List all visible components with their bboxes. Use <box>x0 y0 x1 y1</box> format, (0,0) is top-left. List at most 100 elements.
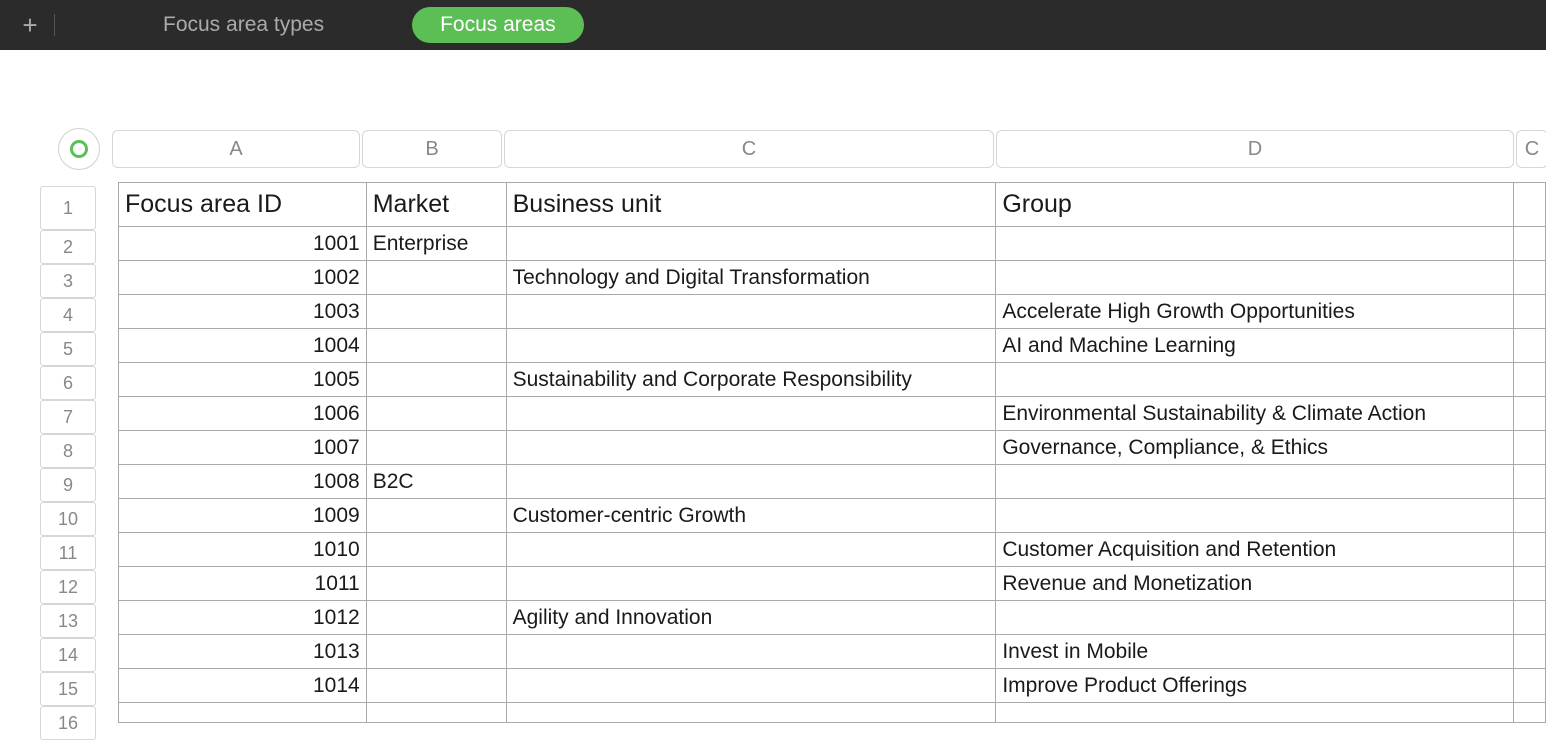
row-header-14[interactable]: 14 <box>40 638 96 672</box>
cell-business-unit[interactable] <box>506 669 996 703</box>
cell-market[interactable] <box>366 363 506 397</box>
cell-business-unit[interactable] <box>506 431 996 465</box>
cell-overflow[interactable] <box>1514 329 1546 363</box>
select-all-corner[interactable] <box>58 128 100 170</box>
cell-id[interactable]: 1009 <box>119 499 367 533</box>
cell-business-unit[interactable] <box>506 465 996 499</box>
row-header-6[interactable]: 6 <box>40 366 96 400</box>
tab-focus-area-types[interactable]: Focus area types <box>135 7 352 43</box>
cell-id[interactable]: 1013 <box>119 635 367 669</box>
cell-market[interactable] <box>366 567 506 601</box>
cell-group[interactable] <box>996 499 1514 533</box>
cell-empty[interactable] <box>1514 703 1546 723</box>
row-header-9[interactable]: 9 <box>40 468 96 502</box>
cell-overflow[interactable] <box>1514 533 1546 567</box>
cell-group[interactable]: Invest in Mobile <box>996 635 1514 669</box>
column-header-a[interactable]: A <box>112 130 360 168</box>
row-header-15[interactable]: 15 <box>40 672 96 706</box>
cell-market[interactable] <box>366 397 506 431</box>
cell-business-unit[interactable] <box>506 329 996 363</box>
cell-empty[interactable] <box>119 703 367 723</box>
cell-group[interactable]: Improve Product Offerings <box>996 669 1514 703</box>
cell-business-unit[interactable] <box>506 295 996 329</box>
row-header-11[interactable]: 11 <box>40 536 96 570</box>
cell-business-unit[interactable] <box>506 397 996 431</box>
cell-group[interactable] <box>996 261 1514 295</box>
cell-business-unit[interactable] <box>506 227 996 261</box>
col-header-group[interactable]: Group <box>996 183 1514 227</box>
row-header-12[interactable]: 12 <box>40 570 96 604</box>
cell-overflow[interactable] <box>1514 397 1546 431</box>
cell-id[interactable]: 1010 <box>119 533 367 567</box>
cell-id[interactable]: 1007 <box>119 431 367 465</box>
row-header-4[interactable]: 4 <box>40 298 96 332</box>
cell-overflow[interactable] <box>1514 601 1546 635</box>
cell-id[interactable]: 1006 <box>119 397 367 431</box>
row-header-7[interactable]: 7 <box>40 400 96 434</box>
column-header-c[interactable]: C <box>1516 130 1546 168</box>
cell-group[interactable] <box>996 227 1514 261</box>
cell-id[interactable]: 1002 <box>119 261 367 295</box>
cell-business-unit[interactable]: Technology and Digital Transformation <box>506 261 996 295</box>
cell-empty[interactable] <box>996 703 1514 723</box>
cell-group[interactable]: Revenue and Monetization <box>996 567 1514 601</box>
row-header-3[interactable]: 3 <box>40 264 96 298</box>
spreadsheet-grid[interactable]: Focus area ID Market Business unit Group… <box>118 182 1546 723</box>
cell-group[interactable]: AI and Machine Learning <box>996 329 1514 363</box>
cell-id[interactable]: 1003 <box>119 295 367 329</box>
cell-id[interactable]: 1011 <box>119 567 367 601</box>
cell-market[interactable] <box>366 329 506 363</box>
cell-group[interactable]: Environmental Sustainability & Climate A… <box>996 397 1514 431</box>
cell-id[interactable]: 1005 <box>119 363 367 397</box>
col-header-focus-area-id[interactable]: Focus area ID <box>119 183 367 227</box>
cell-empty[interactable] <box>506 703 996 723</box>
cell-business-unit[interactable]: Agility and Innovation <box>506 601 996 635</box>
cell-group[interactable]: Governance, Compliance, & Ethics <box>996 431 1514 465</box>
add-tab-icon[interactable]: + <box>20 15 40 35</box>
cell-market[interactable]: Enterprise <box>366 227 506 261</box>
cell-business-unit[interactable]: Customer-centric Growth <box>506 499 996 533</box>
cell-overflow[interactable] <box>1514 669 1546 703</box>
row-header-2[interactable]: 2 <box>40 230 96 264</box>
cell-business-unit[interactable] <box>506 635 996 669</box>
cell-overflow[interactable] <box>1514 363 1546 397</box>
column-header-b[interactable]: B <box>362 130 502 168</box>
cell-overflow[interactable] <box>1514 227 1546 261</box>
column-header-d[interactable]: D <box>996 130 1514 168</box>
cell-group[interactable]: Customer Acquisition and Retention <box>996 533 1514 567</box>
row-header-13[interactable]: 13 <box>40 604 96 638</box>
cell-overflow[interactable] <box>1514 431 1546 465</box>
cell-overflow[interactable] <box>1514 465 1546 499</box>
row-header-8[interactable]: 8 <box>40 434 96 468</box>
tab-focus-areas[interactable]: Focus areas <box>412 7 584 43</box>
cell-group[interactable] <box>996 465 1514 499</box>
cell-id[interactable]: 1004 <box>119 329 367 363</box>
cell-market[interactable] <box>366 669 506 703</box>
cell-overflow[interactable] <box>1514 295 1546 329</box>
cell-market[interactable] <box>366 533 506 567</box>
row-header-1[interactable]: 1 <box>40 186 96 230</box>
cell-id[interactable]: 1012 <box>119 601 367 635</box>
cell-market[interactable]: B2C <box>366 465 506 499</box>
cell-business-unit[interactable] <box>506 567 996 601</box>
cell-market[interactable] <box>366 601 506 635</box>
cell-overflow[interactable] <box>1514 567 1546 601</box>
cell-market[interactable] <box>366 499 506 533</box>
cell-group[interactable]: Accelerate High Growth Opportunities <box>996 295 1514 329</box>
cell-id[interactable]: 1014 <box>119 669 367 703</box>
col-header-overflow[interactable] <box>1514 183 1546 227</box>
column-header-c[interactable]: C <box>504 130 994 168</box>
cell-group[interactable] <box>996 601 1514 635</box>
row-header-16[interactable]: 16 <box>40 706 96 740</box>
cell-id[interactable]: 1008 <box>119 465 367 499</box>
cell-empty[interactable] <box>366 703 506 723</box>
cell-overflow[interactable] <box>1514 261 1546 295</box>
cell-overflow[interactable] <box>1514 499 1546 533</box>
cell-id[interactable]: 1001 <box>119 227 367 261</box>
row-header-5[interactable]: 5 <box>40 332 96 366</box>
col-header-market[interactable]: Market <box>366 183 506 227</box>
col-header-business-unit[interactable]: Business unit <box>506 183 996 227</box>
cell-market[interactable] <box>366 431 506 465</box>
cell-group[interactable] <box>996 363 1514 397</box>
cell-business-unit[interactable] <box>506 533 996 567</box>
